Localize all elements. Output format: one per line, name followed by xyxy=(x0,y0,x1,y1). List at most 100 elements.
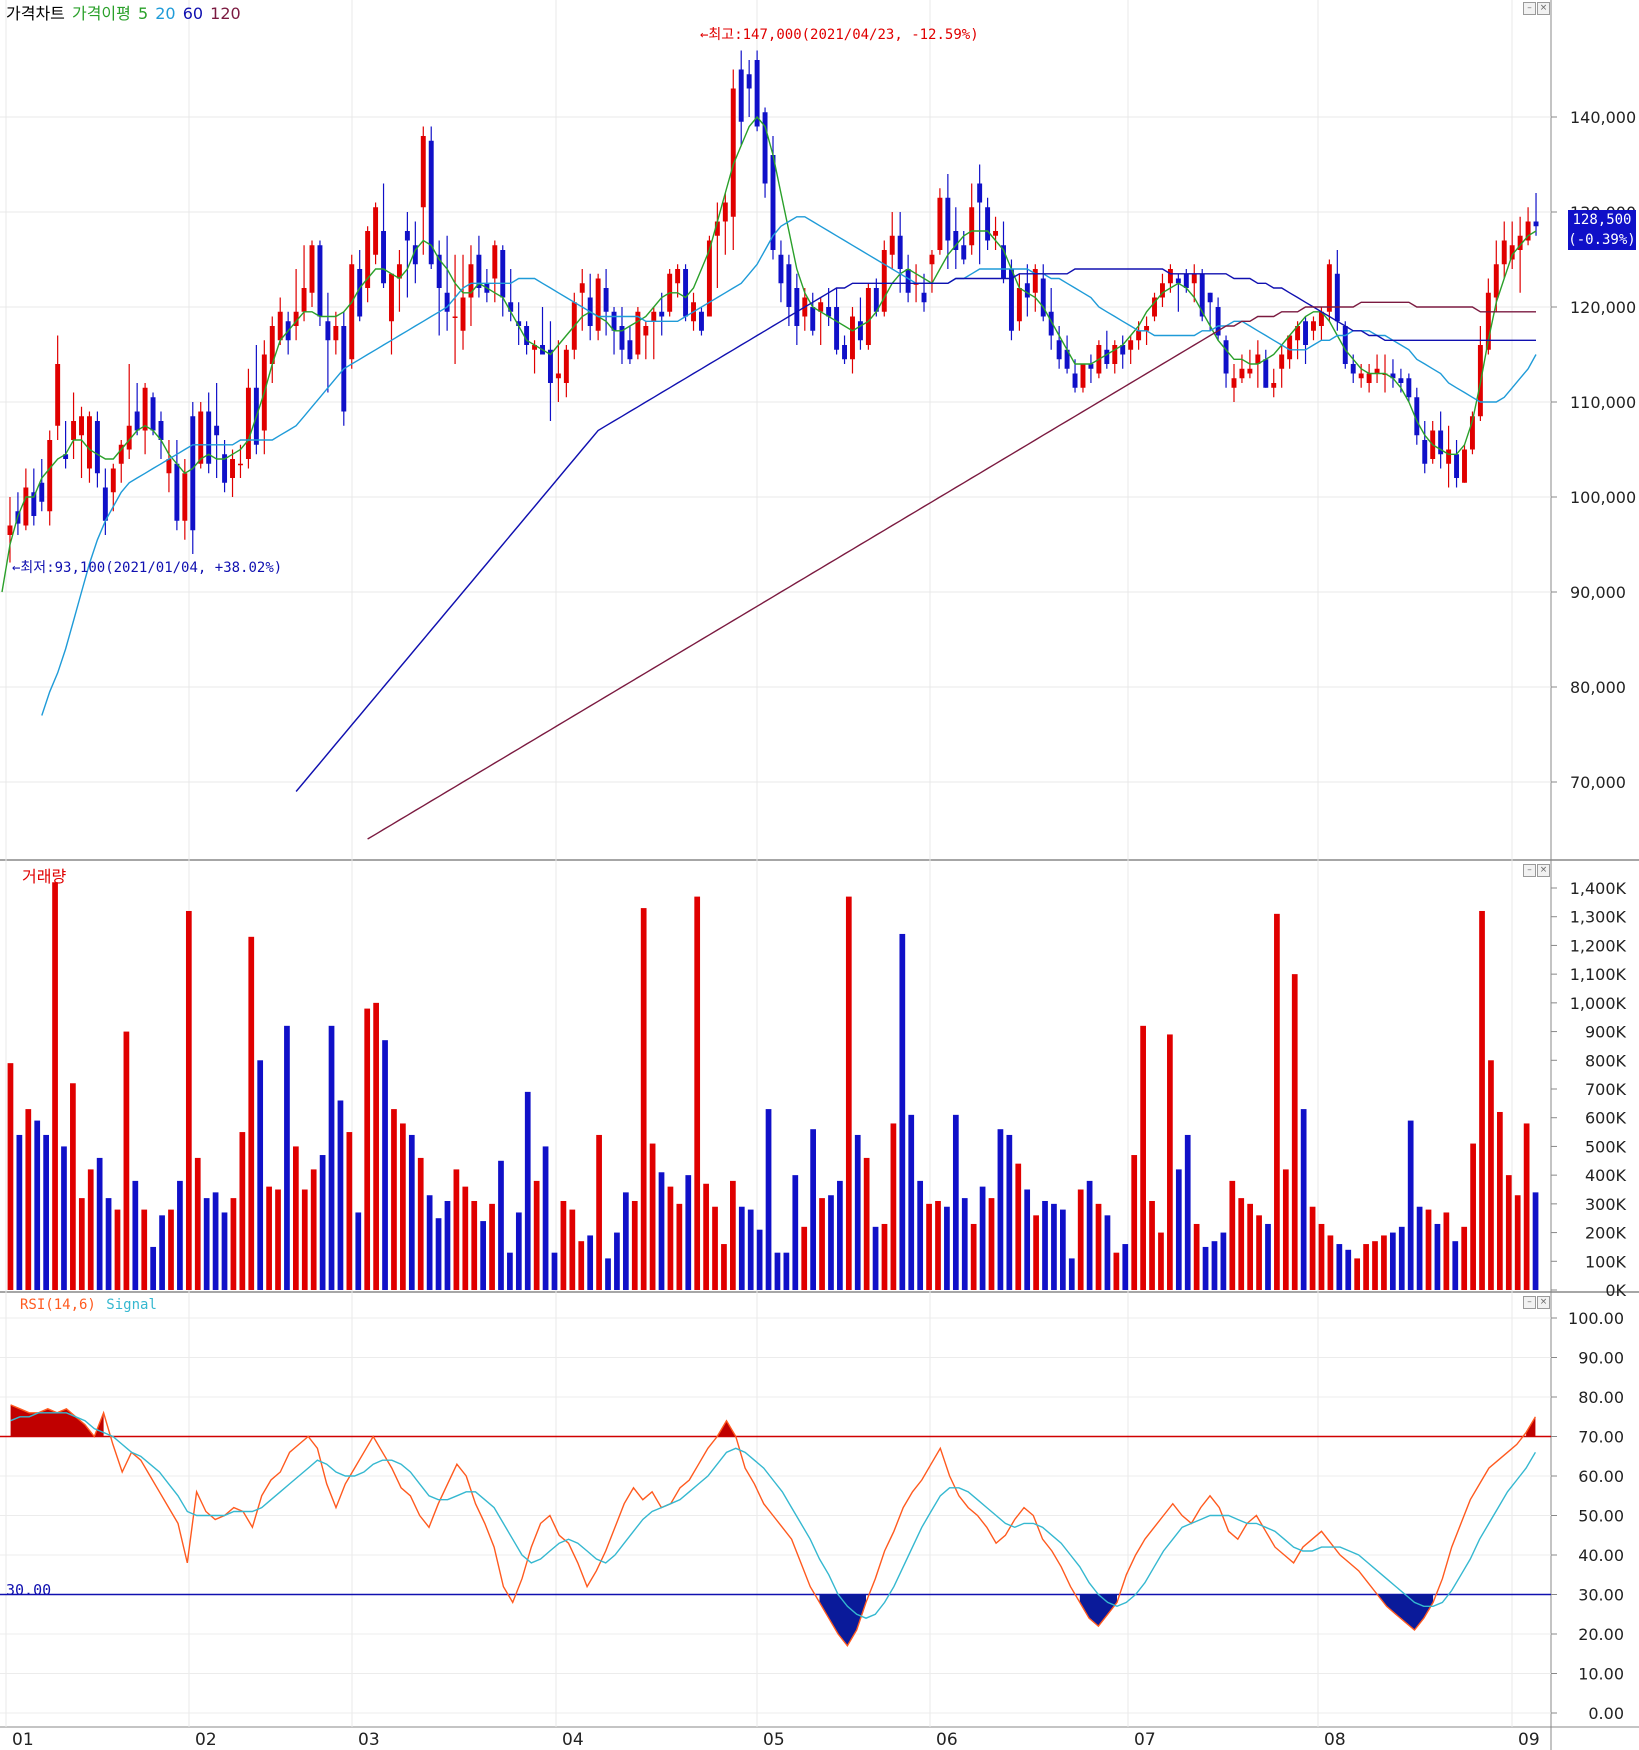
candle-body xyxy=(1295,326,1301,341)
candle-body xyxy=(381,231,387,284)
volume-bar xyxy=(1443,1212,1450,1290)
candle-body xyxy=(1517,235,1523,250)
volume-bar xyxy=(1104,1215,1111,1290)
volume-bar xyxy=(1363,1244,1369,1290)
volume-bar xyxy=(16,1134,23,1290)
volume-bar xyxy=(1309,1206,1316,1290)
candle-body xyxy=(1040,278,1046,317)
volume-bar xyxy=(676,1203,683,1290)
ma-line-120 xyxy=(367,301,1536,840)
volume-bar xyxy=(61,1146,67,1290)
candle-body xyxy=(722,202,728,222)
close-icon[interactable]: × xyxy=(1537,2,1550,15)
candle-body xyxy=(778,254,784,284)
volume-bar xyxy=(1095,1203,1102,1290)
volume-bar xyxy=(1158,1232,1164,1290)
candle-body xyxy=(1279,354,1285,369)
candle-body xyxy=(23,487,29,526)
candle-body xyxy=(1533,221,1539,227)
volume-tick-label: 1,100K xyxy=(1570,965,1627,984)
candle-body xyxy=(1207,292,1213,303)
volume-bar xyxy=(292,1146,299,1290)
candle-body xyxy=(1374,368,1380,374)
price-tick-label: 140,000 xyxy=(1570,108,1636,127)
legend-price-ma: 가격이평 xyxy=(71,4,131,23)
candle-body xyxy=(627,340,633,360)
candle-body xyxy=(79,416,84,436)
volume-bar xyxy=(747,1209,754,1290)
candle-body xyxy=(71,421,77,440)
minimize-icon[interactable]: – xyxy=(1523,2,1536,15)
candle-body xyxy=(579,283,585,293)
volume-bar xyxy=(622,1192,629,1290)
volume-bar xyxy=(551,1252,558,1290)
candle-body xyxy=(754,60,760,127)
candle-body xyxy=(1485,292,1491,350)
volume-bar xyxy=(997,1129,1004,1290)
volume-bar xyxy=(1184,1134,1191,1290)
candle-body xyxy=(436,254,442,288)
volume-bar xyxy=(952,1114,959,1290)
candle-body xyxy=(150,397,156,431)
volume-bar xyxy=(1247,1203,1254,1290)
candle-body xyxy=(206,411,212,464)
volume-bar xyxy=(1291,974,1298,1290)
legend-ma120: 120 xyxy=(210,4,241,23)
candle-body xyxy=(476,254,482,288)
price-tick-label: 70,000 xyxy=(1570,773,1626,792)
candle-body xyxy=(1318,311,1324,326)
legend-rsi: RSI(14,6) xyxy=(20,1297,96,1313)
volume-bar xyxy=(7,1063,14,1290)
volume-tick-label: 1,400K xyxy=(1570,879,1627,898)
volume-bar xyxy=(1434,1223,1441,1290)
volume-tick-label: 400K xyxy=(1585,1166,1627,1185)
candle-body xyxy=(834,307,840,350)
volume-bar xyxy=(1167,1034,1173,1290)
volume-bar xyxy=(1193,1223,1200,1290)
rsi-oversold-area xyxy=(1377,1594,1434,1630)
volume-bar xyxy=(150,1246,157,1290)
close-icon[interactable]: × xyxy=(1537,864,1550,877)
volume-bar xyxy=(1416,1206,1423,1290)
volume-bar xyxy=(890,1123,897,1290)
candle-body xyxy=(794,288,800,326)
candle-body xyxy=(1199,273,1205,317)
volume-bar xyxy=(337,1100,344,1290)
candle-body xyxy=(818,302,824,312)
volume-bar xyxy=(1265,1223,1271,1290)
candle-body xyxy=(889,235,895,255)
volume-tick-label: 0K xyxy=(1605,1281,1626,1300)
candle-body xyxy=(675,269,681,284)
volume-bar xyxy=(114,1209,121,1290)
candle-body xyxy=(873,288,879,312)
volume-tick-label: 600K xyxy=(1585,1109,1627,1128)
candle-body xyxy=(1422,440,1428,464)
volume-bar xyxy=(1282,1169,1289,1290)
volume-bar xyxy=(578,1241,585,1290)
volume-bar xyxy=(52,882,58,1290)
volume-bar xyxy=(408,1134,415,1290)
candle-body xyxy=(746,74,752,89)
volume-bar xyxy=(765,1109,772,1290)
candle-body xyxy=(126,425,132,450)
volume-bar xyxy=(560,1200,567,1290)
candle-body xyxy=(1183,273,1189,288)
volume-bar xyxy=(221,1212,228,1290)
price-tick-label: 80,000 xyxy=(1570,678,1626,697)
volume-bar xyxy=(1479,910,1485,1290)
volume-bar xyxy=(141,1209,148,1290)
minimize-icon[interactable]: – xyxy=(1523,864,1536,877)
current-price-change: (-0.39%) xyxy=(1568,232,1636,248)
volume-bar xyxy=(498,1160,504,1290)
volume-bar xyxy=(854,1134,861,1290)
volume-bar xyxy=(1452,1241,1459,1290)
minimize-icon[interactable]: – xyxy=(1523,1296,1536,1309)
volume-bar xyxy=(828,1195,834,1290)
volume-tick-label: 800K xyxy=(1585,1051,1627,1070)
volume-bar xyxy=(364,1008,371,1290)
candle-body xyxy=(182,473,188,521)
price-tick-label: 90,000 xyxy=(1570,583,1626,602)
rsi-line xyxy=(10,1404,1537,1648)
x-tick-label: 06 xyxy=(936,1730,958,1750)
close-icon[interactable]: × xyxy=(1537,1296,1550,1309)
